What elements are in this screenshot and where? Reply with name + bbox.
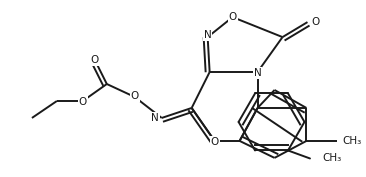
Text: O: O: [79, 97, 87, 107]
Text: O: O: [210, 137, 219, 147]
Text: N: N: [254, 68, 261, 78]
Text: O: O: [311, 17, 320, 27]
Text: N: N: [204, 30, 212, 40]
Text: O: O: [228, 12, 237, 22]
Text: N: N: [151, 113, 159, 123]
Text: O: O: [91, 55, 99, 65]
Text: CH₃: CH₃: [343, 136, 362, 146]
Text: CH₃: CH₃: [322, 153, 341, 163]
Text: O: O: [131, 91, 139, 101]
